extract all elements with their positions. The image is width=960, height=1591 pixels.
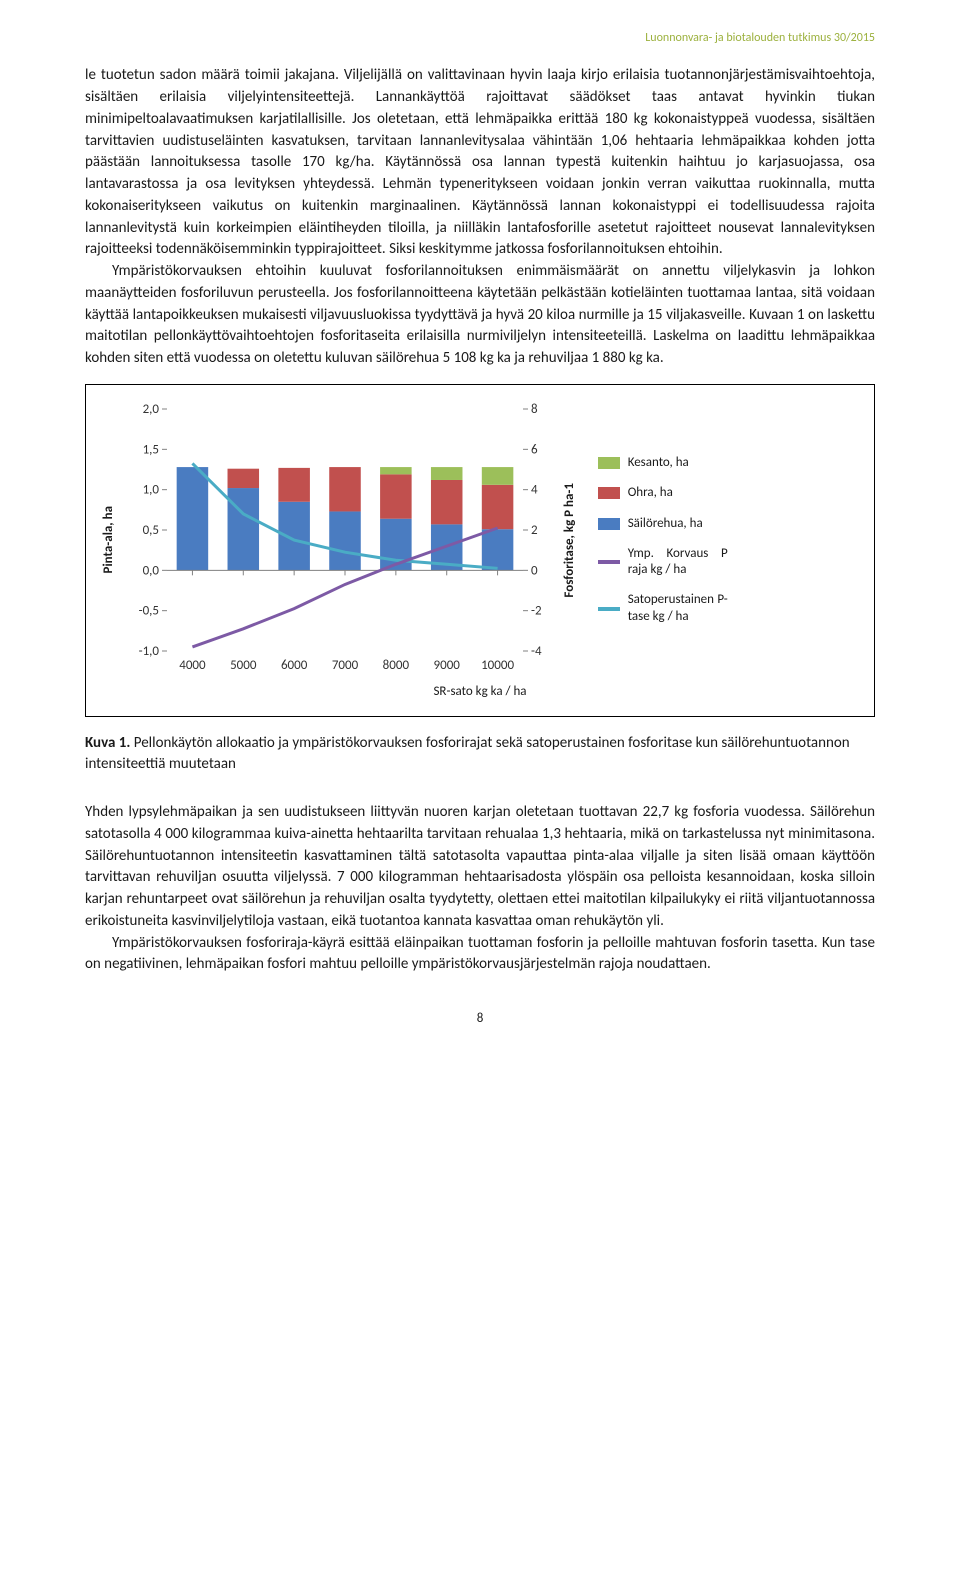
chart-plot: -1,0 -0,5 0,0 0,5 1,0 1,5 2,0 -4 -2 0 2 4 6 8 4000 5000… [125, 403, 555, 677]
legend-item-ohra: Ohra, ha [598, 485, 728, 501]
paragraph: Ympäristökorvauksen ehtoihin kuuluvat fo… [85, 261, 875, 370]
svg-text:0,5: 0,5 [142, 523, 158, 538]
svg-text:7000: 7000 [332, 658, 359, 673]
svg-text:9000: 9000 [433, 658, 460, 673]
page-number: 8 [85, 1010, 875, 1029]
svg-text:6000: 6000 [281, 658, 308, 673]
svg-text:8000: 8000 [383, 658, 410, 673]
svg-text:-2: -2 [531, 604, 542, 619]
figure-1: Pinta-ala, ha -1,0-0,50,00,51,01,52,0-4-… [85, 384, 875, 717]
legend-item-sailorehua: Säilörehua, ha [598, 516, 728, 532]
legend-item-ymp: Ymp. Korvaus P raja kg / ha [598, 546, 728, 579]
svg-text:10000: 10000 [481, 658, 514, 673]
svg-text:-4: -4 [531, 644, 542, 659]
svg-text:0: 0 [531, 563, 538, 578]
figure-caption: Kuva 1. Pellonkäytön allokaatio ja ympär… [85, 733, 875, 777]
svg-text:0,0: 0,0 [142, 563, 159, 578]
paragraph: le tuotetun sadon määrä toimii jakajana.… [85, 65, 875, 261]
caption-text: Pellonkäytön allokaatio ja ympäristökorv… [85, 734, 850, 774]
svg-text:2: 2 [531, 523, 538, 538]
svg-text:6: 6 [531, 442, 538, 457]
caption-label: Kuva 1. [85, 734, 130, 752]
legend-item-kesanto: Kesanto, ha [598, 455, 728, 471]
y-axis-right-label: Fosforitase, kg P ha-1 [561, 483, 580, 598]
svg-text:4000: 4000 [179, 658, 206, 673]
svg-text:1,0: 1,0 [142, 483, 159, 498]
running-header: Luonnonvara- ja biotalouden tutkimus 30/… [85, 30, 875, 47]
y-axis-left-label: Pinta-ala, ha [100, 506, 119, 573]
text-block-2: Yhden lypsylehmäpaikan ja sen uudistukse… [85, 802, 875, 976]
x-axis-label: SR-sato kg ka / ha [100, 683, 860, 702]
svg-text:1,5: 1,5 [142, 442, 158, 457]
svg-text:2,0: 2,0 [142, 403, 159, 417]
svg-text:5000: 5000 [230, 658, 257, 673]
paragraph: Yhden lypsylehmäpaikan ja sen uudistukse… [85, 802, 875, 933]
chart-legend: Kesanto, ha Ohra, ha Säilörehua, ha Ymp.… [598, 455, 728, 625]
svg-text:-0,5: -0,5 [138, 604, 158, 619]
legend-item-sato: Satoperustainen P-tase kg / ha [598, 592, 728, 625]
svg-text:-1,0: -1,0 [138, 644, 159, 659]
svg-text:8: 8 [531, 403, 538, 417]
text-block-1: le tuotetun sadon määrä toimii jakajana.… [85, 65, 875, 370]
svg-text:4: 4 [531, 483, 538, 498]
paragraph: Ympäristökorvauksen fosforiraja-käyrä es… [85, 933, 875, 977]
